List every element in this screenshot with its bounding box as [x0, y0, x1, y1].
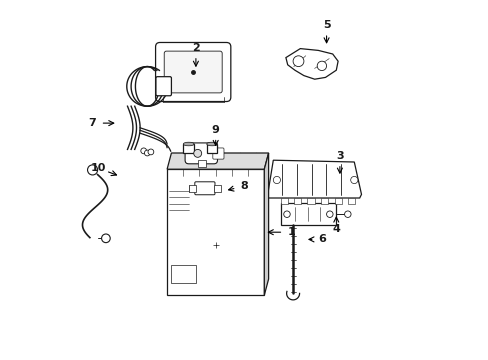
Polygon shape [167, 153, 268, 169]
Circle shape [102, 234, 110, 243]
FancyBboxPatch shape [212, 148, 224, 159]
Circle shape [344, 211, 350, 217]
Circle shape [326, 211, 332, 217]
Text: 9: 9 [211, 125, 219, 135]
Polygon shape [285, 49, 337, 79]
Circle shape [292, 56, 303, 67]
Text: 8: 8 [240, 181, 247, 191]
FancyBboxPatch shape [155, 42, 230, 102]
Circle shape [148, 149, 153, 155]
Bar [320, 198, 327, 204]
FancyBboxPatch shape [185, 143, 217, 164]
Polygon shape [264, 153, 268, 295]
Bar [280, 203, 336, 225]
Bar [334, 198, 341, 204]
Bar [307, 198, 314, 204]
Bar [197, 160, 205, 167]
Circle shape [317, 61, 326, 71]
Text: 3: 3 [335, 151, 343, 161]
Bar [206, 144, 217, 153]
Ellipse shape [206, 142, 217, 146]
Ellipse shape [183, 142, 194, 146]
Circle shape [193, 149, 201, 157]
Bar [183, 144, 194, 153]
Text: 5: 5 [322, 20, 330, 30]
Bar [280, 198, 287, 204]
Text: 7: 7 [88, 118, 96, 128]
Circle shape [350, 176, 357, 184]
Bar [167, 169, 264, 295]
Bar [293, 198, 301, 204]
Circle shape [273, 176, 280, 184]
FancyBboxPatch shape [194, 182, 215, 195]
Text: 6: 6 [318, 234, 326, 244]
Circle shape [87, 165, 98, 175]
Text: 4: 4 [332, 224, 340, 234]
Circle shape [141, 148, 146, 154]
Bar [347, 198, 354, 204]
FancyBboxPatch shape [164, 51, 222, 93]
Polygon shape [265, 160, 361, 198]
Text: 10: 10 [91, 163, 106, 173]
Bar [189, 185, 196, 192]
Circle shape [283, 211, 289, 217]
Circle shape [144, 150, 150, 156]
Text: 2: 2 [192, 43, 200, 53]
Bar [213, 185, 221, 192]
Bar [170, 265, 196, 283]
FancyBboxPatch shape [156, 77, 171, 96]
Text: 1: 1 [287, 227, 295, 237]
